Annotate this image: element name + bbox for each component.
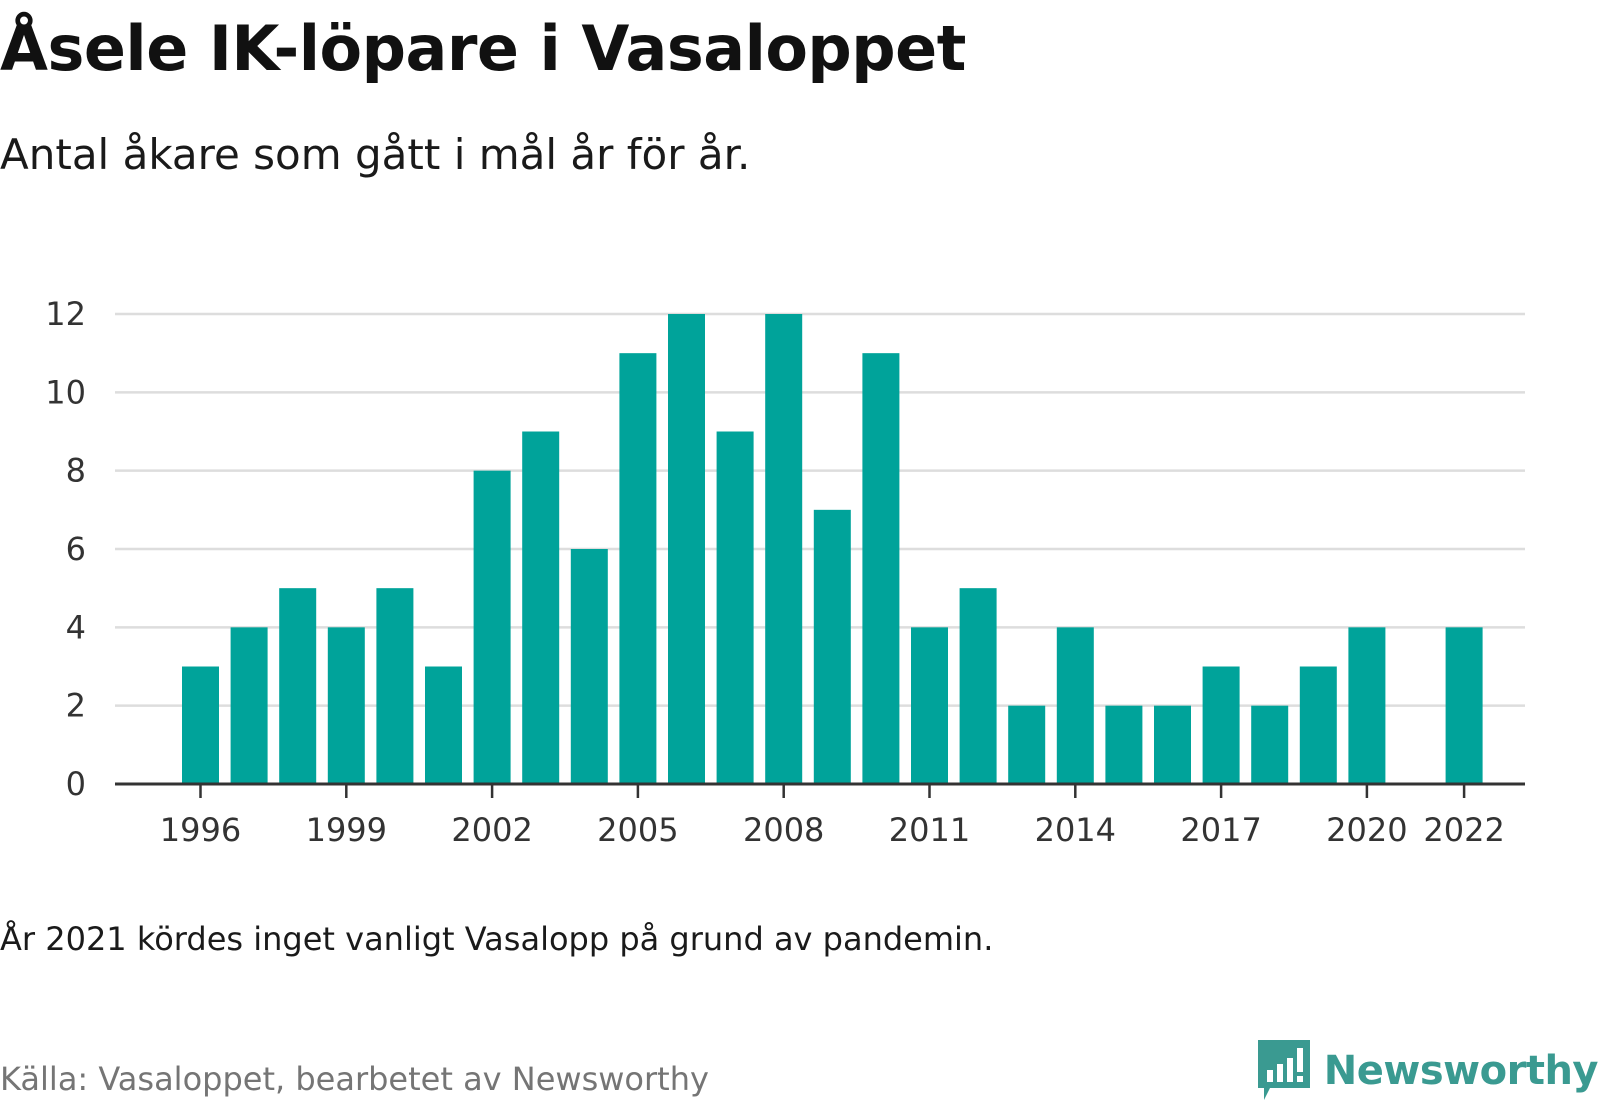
bar-2006: [668, 314, 705, 784]
source-credit: Källa: Vasaloppet, bearbetet av Newswort…: [0, 1060, 709, 1098]
bar-2011: [911, 627, 948, 784]
x-tick-label: 2005: [597, 811, 678, 849]
brand-name: Newsworthy: [1323, 1048, 1599, 1094]
y-tick-label: 4: [66, 608, 86, 646]
x-tick-label: 2002: [451, 811, 532, 849]
bar-1996: [182, 666, 219, 784]
x-tick-label: 1999: [306, 811, 387, 849]
x-tick-label: 2011: [889, 811, 970, 849]
bar-2005: [619, 353, 657, 784]
bar-2003: [522, 431, 560, 784]
bar-2020: [1348, 627, 1386, 784]
y-tick-label: 6: [66, 530, 86, 568]
bar-2014: [1056, 627, 1094, 784]
x-tick-label: 2017: [1180, 811, 1261, 849]
x-tick-labels: 1996 1999 2002 2005 2008 2011 2014 2017 2020 2022: [160, 811, 1505, 849]
bar-2012: [959, 588, 997, 784]
bar-2016: [1154, 705, 1191, 784]
x-tick-label: 2008: [743, 811, 824, 849]
x-tick-label: 2022: [1423, 811, 1504, 849]
bar-1998: [279, 588, 317, 784]
y-tick-label: 2: [66, 687, 86, 725]
bar-2000: [376, 588, 414, 784]
bar-2008: [765, 314, 803, 784]
bar-2009: [813, 509, 851, 784]
bar-2017: [1202, 666, 1240, 784]
bar-2001: [425, 666, 462, 784]
bar-2002: [473, 470, 511, 784]
footnote: År 2021 kördes inget vanligt Vasalopp på…: [0, 920, 994, 958]
chart-title: Åsele IK-löpare i Vasaloppet: [0, 12, 966, 85]
bar-1997: [230, 627, 268, 784]
bars: [182, 314, 1483, 784]
y-tick-labels: 0 2 4 6 8 10 12: [45, 295, 86, 803]
bar-2013: [1008, 705, 1046, 784]
x-tick-label: 2014: [1035, 811, 1116, 849]
x-tick-label: 2020: [1326, 811, 1407, 849]
newsworthy-logo-icon: [1257, 1040, 1310, 1100]
bar-2007: [716, 431, 754, 784]
y-tick-label: 12: [45, 295, 86, 333]
bar-2010: [862, 353, 900, 784]
y-tick-label: 0: [66, 765, 86, 803]
bar-1999: [327, 627, 365, 784]
bar-chart: 0 2 4 6 8 10 12 1996 1999 2002 2005 2008 2011 2014 20…: [45, 295, 1525, 849]
bar-2004: [570, 549, 608, 784]
newsworthy-brand[interactable]: Newsworthy: [1257, 1040, 1599, 1102]
bar-2018: [1251, 705, 1289, 784]
x-tick-label: 1996: [160, 811, 241, 849]
x-axis: [115, 782, 1525, 798]
bar-2022: [1445, 627, 1483, 784]
y-tick-label: 8: [66, 452, 86, 490]
bar-2019: [1299, 666, 1337, 784]
chart-subtitle: Antal åkare som gått i mål år för år.: [0, 130, 751, 179]
bar-2015: [1105, 705, 1143, 784]
y-tick-label: 10: [45, 373, 86, 411]
